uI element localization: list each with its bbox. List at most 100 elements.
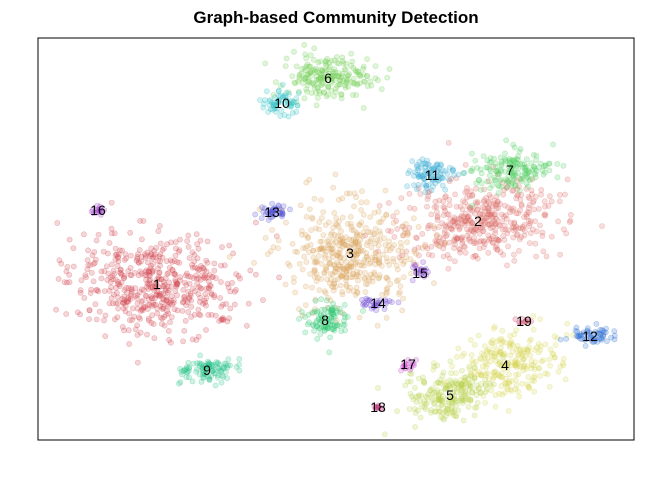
cluster-1-point <box>252 271 259 278</box>
cluster-5-point <box>450 389 457 395</box>
cluster-3-point <box>339 235 346 242</box>
cluster-2-point <box>530 197 537 204</box>
cluster-6-point <box>341 66 348 73</box>
cluster-2-point <box>433 240 440 247</box>
cluster-6-point <box>353 68 359 75</box>
cluster-1-point <box>175 248 182 255</box>
cluster-3-point <box>337 240 344 246</box>
cluster-1-point <box>152 295 158 302</box>
cluster-4-point <box>531 388 538 395</box>
cluster-4-point <box>435 409 442 415</box>
cluster-2-point <box>513 232 520 239</box>
cluster-6-point <box>306 63 313 70</box>
cluster-2-point <box>469 191 476 198</box>
cluster-5-point <box>449 397 456 404</box>
cluster-3-point <box>402 220 409 227</box>
cluster-4-point <box>482 359 489 366</box>
cluster-8-point <box>331 327 338 334</box>
cluster-3-point <box>322 265 329 272</box>
cluster-2-point <box>486 191 493 198</box>
cluster-1-point <box>120 305 127 312</box>
cluster-2-point <box>440 212 447 219</box>
cluster-8-point <box>331 325 337 332</box>
cluster-2-point <box>435 223 442 230</box>
cluster-4-point <box>475 371 482 377</box>
cluster-9-point <box>233 364 240 370</box>
cluster-3-point <box>383 212 390 218</box>
cluster-3-point <box>404 239 410 246</box>
cluster-2-point <box>450 217 457 224</box>
cluster-7-point <box>554 174 561 181</box>
cluster-1-point <box>108 199 115 206</box>
cluster-7-point <box>487 167 494 174</box>
cluster-7-point <box>515 153 521 160</box>
cluster-3-point <box>315 252 322 259</box>
cluster-2-point <box>599 223 605 229</box>
cluster-6-point <box>360 71 367 78</box>
cluster-3-point <box>365 228 372 235</box>
cluster-1-point <box>152 280 159 287</box>
cluster-4-point <box>538 358 545 365</box>
cluster-1-point <box>144 331 150 338</box>
cluster-4-point <box>486 376 493 383</box>
cluster-1-point <box>147 253 154 260</box>
cluster-2-point <box>458 236 464 242</box>
cluster-1-point <box>142 268 149 275</box>
cluster-1-point <box>128 286 135 293</box>
cluster-2-point <box>396 254 403 261</box>
cluster-6-point <box>326 64 333 70</box>
cluster-1-point <box>226 315 232 322</box>
cluster-2-point <box>425 225 431 232</box>
cluster-4-point <box>524 363 530 369</box>
cluster-1-point <box>208 290 214 296</box>
cluster-1-point <box>194 280 200 287</box>
cluster-3-point <box>301 253 308 260</box>
cluster-3-point <box>359 233 366 240</box>
cluster-4-point <box>516 393 523 400</box>
cluster-9-point <box>202 371 209 378</box>
cluster-3-point <box>378 262 385 269</box>
cluster-2-point <box>462 189 469 196</box>
cluster-1-point <box>211 260 218 267</box>
cluster-2-point <box>475 224 481 230</box>
cluster-1-point <box>226 242 233 249</box>
cluster-1-point <box>66 271 73 278</box>
cluster-2-point <box>447 222 453 229</box>
cluster-6-point <box>311 45 318 52</box>
cluster-1-point <box>193 275 200 282</box>
cluster-2-point <box>500 232 507 239</box>
cluster-3-point <box>339 239 345 246</box>
cluster-3-point <box>336 242 342 249</box>
cluster-1-point <box>96 308 103 315</box>
cluster-1-point <box>138 286 145 293</box>
cluster-2-point <box>493 243 500 250</box>
cluster-7-point <box>495 183 502 190</box>
cluster-3-point <box>316 226 323 233</box>
cluster-3-point <box>341 241 348 248</box>
cluster-5-point <box>434 387 441 394</box>
cluster-4-point <box>504 383 511 390</box>
cluster-7-point <box>514 161 521 168</box>
cluster-4-point <box>518 350 524 357</box>
cluster-5-point <box>461 378 468 384</box>
cluster-2-point <box>495 198 501 205</box>
cluster-3-point <box>327 231 334 238</box>
cluster-3-point <box>375 258 382 265</box>
cluster-5-point <box>425 391 432 398</box>
cluster-6-point <box>348 79 355 86</box>
cluster-9-point <box>224 375 231 382</box>
cluster-2-point <box>406 224 413 231</box>
cluster-3-point <box>353 194 360 201</box>
cluster-3-point <box>354 288 361 295</box>
cluster-5-point <box>448 370 455 376</box>
cluster-4-point <box>471 365 478 372</box>
cluster-4-point <box>506 380 513 387</box>
cluster-5-point <box>474 400 481 406</box>
cluster-4-point <box>521 362 528 369</box>
cluster-1-point <box>197 294 204 301</box>
cluster-4-point <box>501 389 508 396</box>
cluster-4-point <box>560 355 567 362</box>
cluster-3-point <box>330 241 337 248</box>
cluster-3-point <box>328 250 335 257</box>
cluster-6-point <box>319 81 326 87</box>
